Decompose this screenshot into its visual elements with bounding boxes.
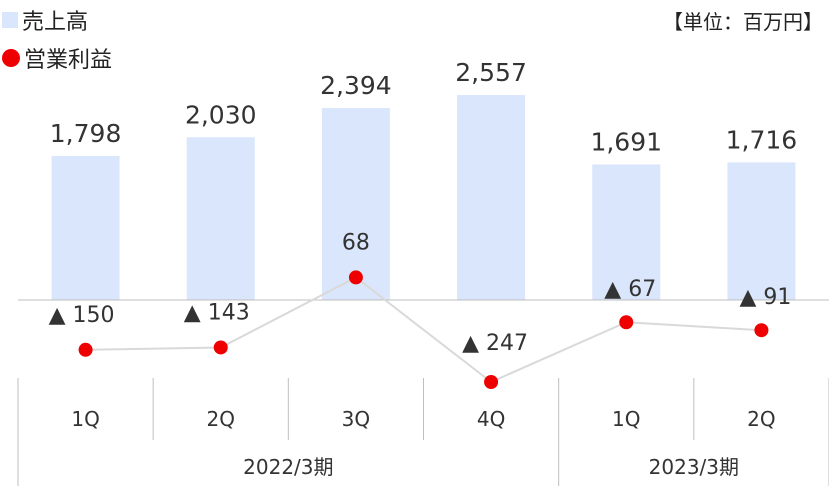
sales-value-label: 1,798 (50, 119, 122, 148)
sales-value-label: 1,691 (590, 127, 662, 156)
sales-bar (321, 108, 390, 300)
legend-operating-profit-swatch (2, 49, 20, 67)
sales-bar (186, 137, 255, 300)
operating-profit-line (85, 276, 762, 384)
legend-sales: 売上高 (2, 4, 88, 36)
sales-value-label: 2,557 (455, 58, 527, 87)
sales-value-label: 2,030 (185, 100, 257, 129)
sales-bar (457, 95, 526, 300)
category-label: 2Q (207, 407, 235, 431)
sales-value-label: 2,394 (320, 71, 392, 100)
sales-value-label: 1,716 (726, 125, 798, 154)
category-label: 4Q (477, 407, 505, 431)
category-label: 1Q (612, 407, 640, 431)
category-label: 1Q (71, 407, 99, 431)
operating-profit-point (348, 270, 363, 285)
operating-profit-label: ▲ 67 (604, 277, 656, 302)
operating-profit-point (213, 340, 228, 355)
operating-profit-label: ▲ 91 (739, 285, 791, 310)
sales-bar (592, 164, 661, 300)
operating-profit-point (754, 323, 769, 338)
fiscal-year-label: 2023/3期 (649, 455, 739, 479)
operating-profit-label: ▲ 247 (462, 331, 528, 356)
legend-operating-profit-label: 営業利益 (24, 48, 113, 73)
operating-profit-point (78, 342, 93, 357)
fiscal-year-label: 2022/3期 (243, 455, 333, 479)
sales-bar (727, 162, 796, 300)
category-label: 2Q (747, 407, 775, 431)
legend-operating-profit: 営業利益 (2, 42, 112, 74)
operating-profit-point (484, 375, 499, 389)
legend-sales-label: 売上高 (22, 10, 89, 35)
operating-profit-label: ▲ 150 (49, 303, 115, 328)
category-label: 3Q (342, 407, 370, 431)
unit-label: 【単位：百万円】 (663, 10, 823, 34)
operating-profit-point (619, 315, 634, 330)
operating-profit-label: ▲ 143 (184, 300, 250, 325)
legend-sales-swatch (2, 12, 18, 28)
sales-bar (51, 155, 120, 300)
operating-profit-label: 68 (342, 230, 370, 255)
